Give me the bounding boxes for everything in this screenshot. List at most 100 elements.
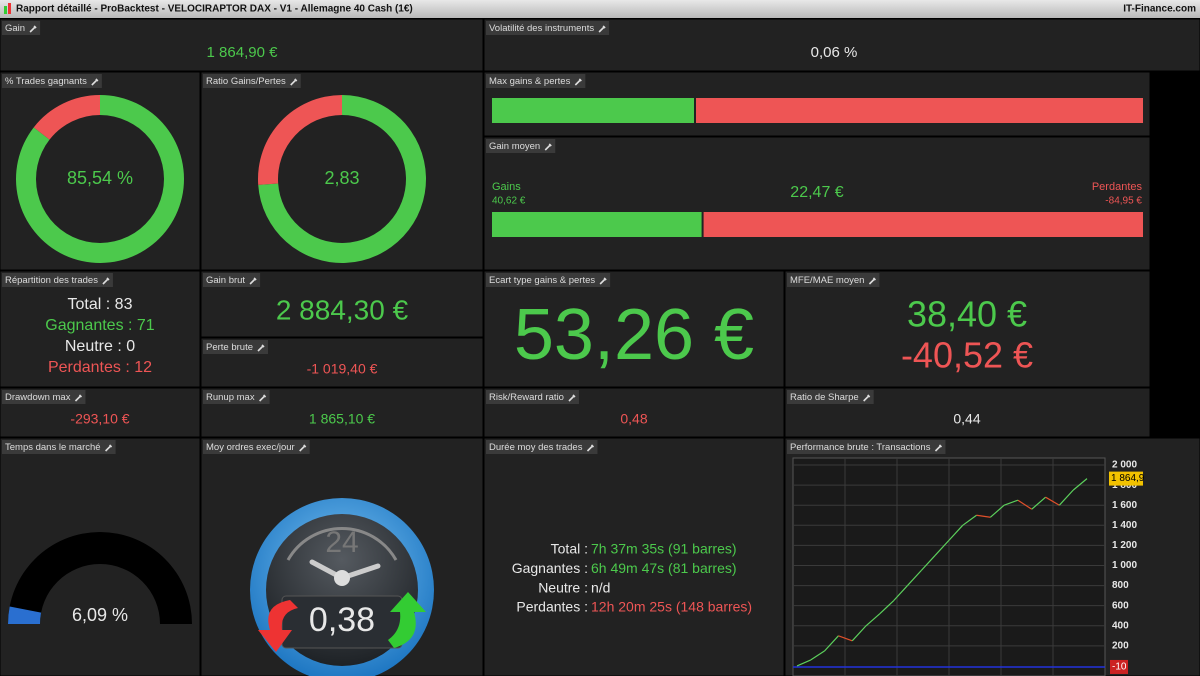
panel-header [486,74,586,88]
panel [0,270,201,388]
panel-title: Drawdown max [5,392,71,403]
value: -84,95 € [1105,196,1142,207]
panel [483,136,1151,271]
value: 1 865,10 € [309,411,375,427]
value: 0,06 % [811,44,858,61]
panel-title: % Trades gagnants [5,76,87,87]
app-icon [8,3,11,14]
line-segment [851,625,867,642]
y-tick-label: 1 600 [1112,500,1137,511]
wrench-icon [102,277,110,285]
donut-loss [257,95,342,185]
panel-title: Ratio Gains/Pertes [206,76,286,87]
stat-line: Perdantes : 12 [48,359,152,376]
wrench-icon [259,394,267,402]
baseline-label-bg [1110,659,1128,674]
loss-bar [703,212,1143,237]
wrench-icon [29,25,37,33]
panel-header [2,273,113,287]
value: 0,38 [309,601,375,639]
row-label: Perdantes : [516,599,588,615]
wrench-icon [574,78,582,86]
row-value: 6h 49m 47s (81 barres) [591,560,737,576]
panel [483,437,785,676]
value: 53,26 € [514,295,754,375]
stat-line: Neutre : 0 [65,338,135,355]
gauge-track [8,532,192,624]
value: 6,09 % [72,605,128,625]
panel-title: Temps dans le marché [5,442,101,453]
y-tick-label: 2 000 [1112,460,1137,471]
wrench-icon [290,78,298,86]
clock-icon [250,498,434,676]
panel-title: Volatilité des instruments [489,23,594,34]
wrench-icon [544,143,552,151]
gauge-value [8,606,42,624]
wrench-icon [249,277,257,285]
panel-title: Performance brute : Transactions [790,442,931,453]
panel-header [2,390,86,404]
panel-header [787,273,880,287]
line-segment [796,659,812,667]
row-label: Neutre : [538,579,588,595]
y-tick-label: 1 200 [1112,540,1137,551]
value: -1 019,40 € [307,361,378,377]
panel-header [203,390,270,404]
panel-title: Max gains & pertes [489,76,571,87]
clock-arc [286,526,398,561]
panel-title: Risk/Reward ratio [489,392,564,403]
line-segment [893,585,908,602]
gain-bar [492,212,702,237]
value: 0,48 [620,411,647,427]
panel [784,270,1151,388]
row-value: n/d [591,579,610,595]
y-tick-label: 1 000 [1112,560,1137,571]
line-segment [879,600,895,615]
value: 22,47 € [790,184,843,201]
panel-title: Gain moyen [489,141,540,152]
wrench-icon [586,444,595,452]
row-label: Gagnantes : [512,560,588,576]
line-segment [1031,496,1046,510]
panel-header [2,440,116,454]
panel-title: Moy ordres exec/jour [206,442,295,453]
panel-header [203,74,301,88]
wrench-icon [105,444,113,452]
gain-bar [492,98,694,123]
panel-title: Ratio de Sharpe [790,392,859,403]
line-segment [1058,489,1074,506]
line-segment [920,555,936,571]
line-segment [962,514,977,526]
value: -293,10 € [70,411,129,427]
row-value: 7h 37m 35s (91 barres) [591,541,737,557]
value: -40,52 € [901,335,1033,376]
wrench-icon [599,277,607,285]
clock-center [334,570,350,586]
line-segment [907,570,922,586]
brand: IT-Finance.com [1123,4,1196,15]
panel-header [486,21,610,35]
panel-header [486,273,611,287]
wrench-icon [74,394,83,402]
wrench-icon [257,344,265,352]
panel [483,270,785,388]
legend-label: Perdantes [1092,181,1143,193]
value: 2,83 [324,168,359,188]
panel-header [787,390,874,404]
panel-title: Runup max [206,392,255,403]
panel-header [203,273,261,287]
wrench-icon [868,277,877,285]
row-label: Total : [551,541,588,557]
stat-line: Gagnantes : 71 [45,317,155,334]
value: 0,44 [953,411,980,427]
row-value: 12h 20m 25s (148 barres) [591,599,752,615]
value: 85,54 % [67,168,133,188]
donut-loss [33,95,100,140]
line-segment [934,539,950,556]
value: 40,62 € [492,196,526,207]
up-arrow [388,592,426,648]
last-value-bg [1109,471,1143,486]
panel-title: Perte brute [206,342,253,353]
